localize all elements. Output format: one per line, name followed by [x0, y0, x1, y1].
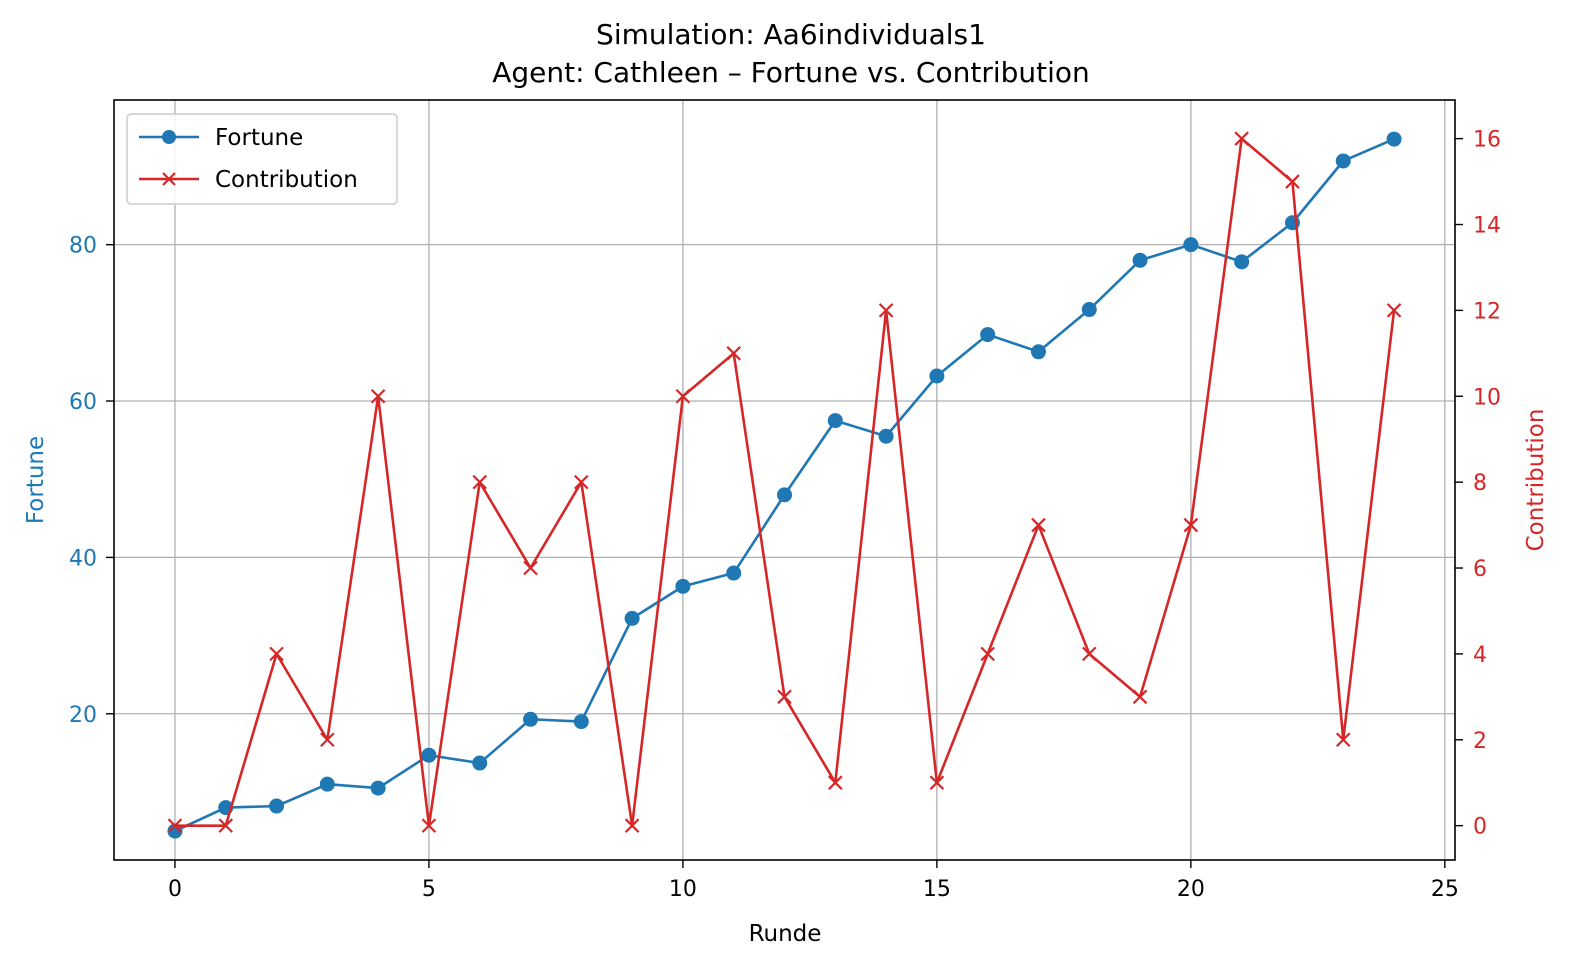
- fortune-point: [624, 610, 640, 626]
- x-tick-label: 0: [168, 877, 182, 902]
- x-axis-label: Runde: [749, 921, 822, 947]
- contribution-point: [726, 346, 741, 361]
- fortune-point: [1030, 344, 1046, 360]
- fortune-point: [370, 780, 386, 796]
- contribution-line: [174, 137, 1396, 827]
- contribution-point: [167, 818, 183, 833]
- x-tick-label: 15: [923, 877, 951, 902]
- y-axis-label-right: Contribution: [1523, 409, 1549, 552]
- fortune-point: [1335, 153, 1351, 169]
- contribution-point: [1335, 732, 1351, 748]
- fortune-point: [472, 755, 488, 771]
- y-left-tick-label: 20: [69, 703, 97, 728]
- contribution-point: [574, 474, 589, 490]
- plot-frame: [113, 99, 1456, 861]
- y-right-tick-label: 6: [1473, 557, 1487, 582]
- contribution-point: [1183, 517, 1199, 533]
- contribution-point: [1234, 131, 1249, 146]
- contribution-point: [1031, 517, 1046, 533]
- contribution-point: [929, 775, 945, 790]
- fortune-point: [167, 823, 183, 839]
- chart-title: Simulation: Aa6individuals1: [596, 18, 986, 51]
- y-left-tick-label: 80: [69, 234, 97, 259]
- series-layer: [167, 131, 1402, 839]
- contribution-point: [1285, 174, 1300, 189]
- contribution-point: [421, 818, 437, 833]
- legend-fortune-label: Fortune: [215, 125, 303, 151]
- fortune-point: [421, 747, 437, 763]
- y-left-tick-label: 40: [69, 546, 97, 571]
- chart-subtitle: Agent: Cathleen – Fortune vs. Contributi…: [492, 56, 1090, 89]
- contribution-point: [370, 388, 386, 404]
- contribution-point: [828, 775, 843, 790]
- grid-layer: [114, 100, 1455, 860]
- fortune-point: [929, 368, 945, 384]
- y-axis-label-left: Fortune: [23, 436, 49, 524]
- legend-fortune-marker: [162, 130, 176, 144]
- contribution-point: [777, 689, 792, 705]
- y-right-tick-label: 4: [1473, 643, 1487, 668]
- y-right-tick-label: 12: [1473, 299, 1501, 324]
- fortune-point: [675, 578, 691, 594]
- fortune-point: [1081, 302, 1097, 318]
- contribution-point: [320, 732, 335, 748]
- y-right-tick-label: 14: [1473, 214, 1501, 239]
- y-right-tick-label: 0: [1473, 815, 1487, 840]
- contribution-point: [269, 646, 284, 662]
- legend: Fortune Contribution: [126, 113, 398, 205]
- fortune-point: [523, 711, 539, 727]
- contribution-point: [1386, 303, 1402, 318]
- x-tick-label: 5: [422, 877, 436, 902]
- fortune-point: [1183, 237, 1199, 253]
- fortune-point: [269, 798, 285, 814]
- contribution-point: [980, 646, 995, 662]
- legend-contribution-marker: [162, 172, 176, 186]
- y-right-tick-label: 8: [1473, 471, 1487, 496]
- fortune-point: [878, 428, 894, 444]
- y-right-tick-label: 16: [1473, 128, 1501, 153]
- fortune-point: [1132, 252, 1148, 268]
- fortune-point: [1386, 131, 1402, 147]
- contribution-point: [624, 818, 640, 833]
- contribution-point: [472, 474, 488, 490]
- legend-contribution-label: Contribution: [215, 167, 358, 193]
- contribution-point: [878, 303, 894, 318]
- fortune-point: [1234, 254, 1250, 270]
- y-left-tick-label: 60: [69, 390, 97, 415]
- y-right-tick-label: 2: [1473, 729, 1487, 754]
- contribution-point: [523, 560, 538, 576]
- fortune-point: [319, 776, 335, 792]
- fortune-point: [726, 565, 742, 581]
- y-right-tick-label: 10: [1473, 385, 1501, 410]
- fortune-point: [777, 487, 792, 503]
- x-tick-label: 20: [1177, 877, 1205, 902]
- x-tick-label: 25: [1431, 877, 1459, 902]
- contribution-point: [218, 818, 234, 833]
- fortune-point: [827, 413, 843, 429]
- fortune-point: [573, 714, 589, 730]
- x-tick-label: 10: [669, 877, 697, 902]
- ticks-layer: 0 5 10 15 20 25 20 40 60 80 0 2 4 6 8 10 12 14 16: [69, 128, 1501, 902]
- fortune-line: [174, 137, 1395, 833]
- contribution-point: [1081, 646, 1097, 662]
- fortune-point: [980, 327, 996, 343]
- contribution-point: [1132, 689, 1148, 705]
- contribution-point: [675, 388, 691, 404]
